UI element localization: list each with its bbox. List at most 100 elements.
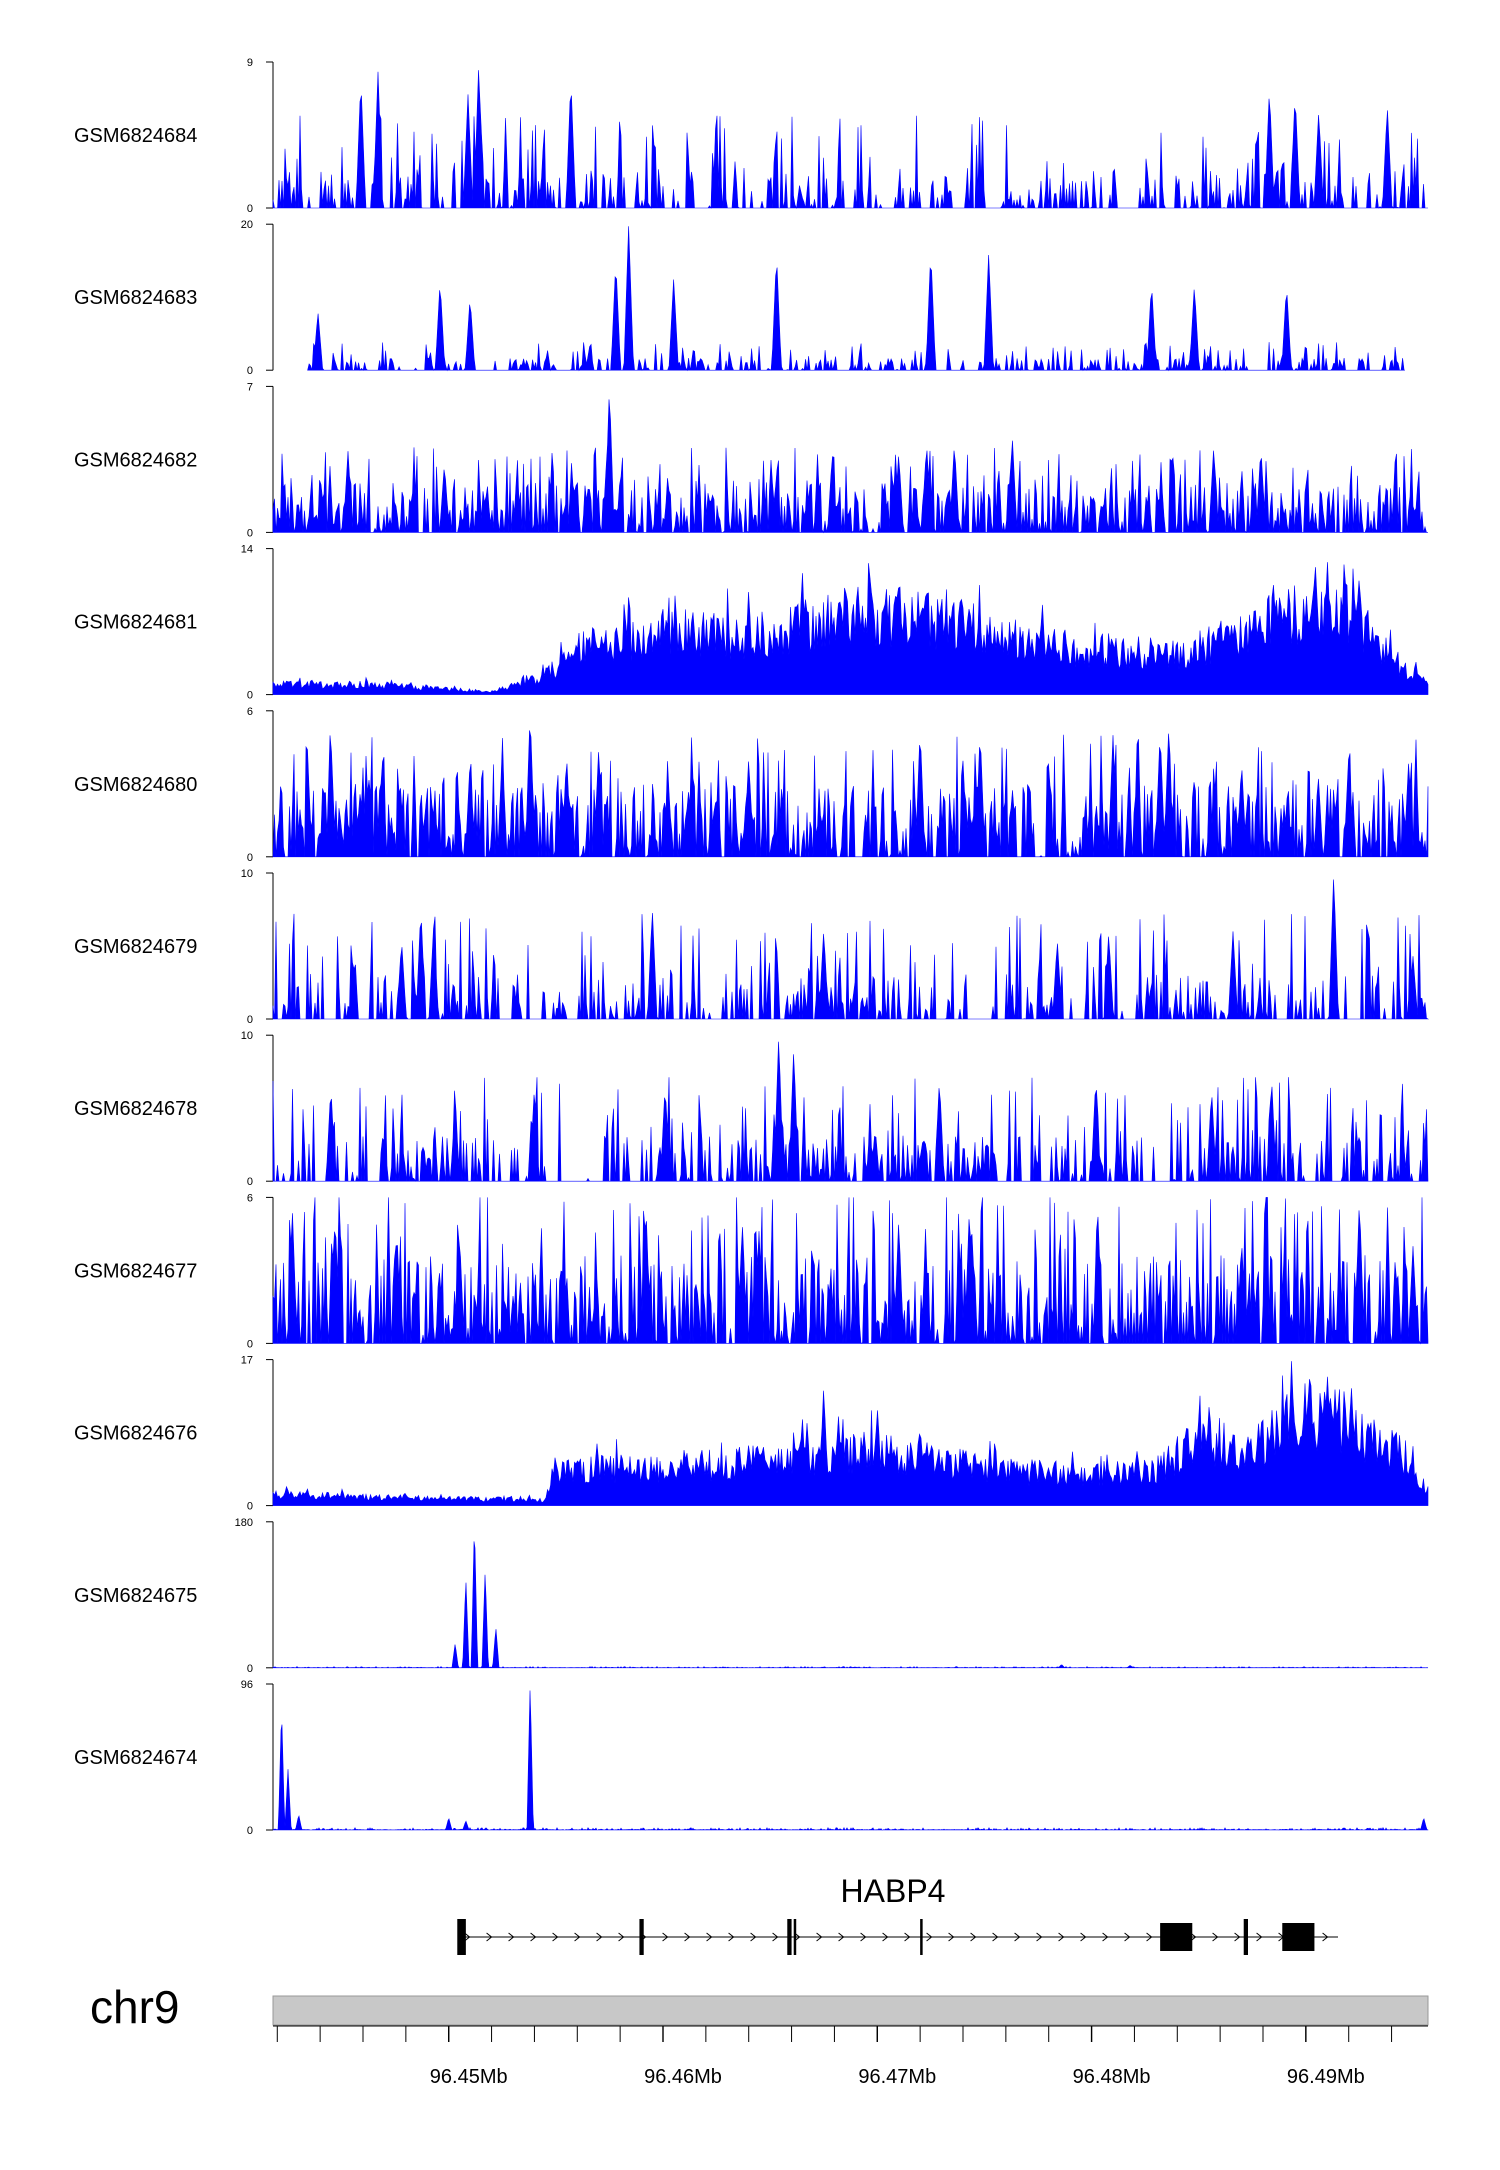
signal-area	[272, 562, 1429, 695]
exon-block	[920, 1919, 923, 1955]
track-GSM6824676: GSM6824676 17 0	[74, 1355, 1429, 1513]
track-ymin-label: 0	[247, 690, 253, 702]
strand-arrow	[552, 1932, 559, 1942]
strand-arrow	[1124, 1932, 1131, 1942]
track-name-label: GSM6824677	[74, 1260, 197, 1282]
track-name-label: GSM6824684	[74, 125, 197, 147]
track-ymax-label: 10	[241, 868, 253, 880]
strand-arrow	[838, 1932, 845, 1942]
track-GSM6824684: GSM6824684 9 0	[74, 57, 1428, 215]
strand-arrow	[970, 1932, 977, 1942]
track-GSM6824674: GSM6824674 96 0	[74, 1679, 1429, 1837]
track-name-label: GSM6824681	[74, 612, 197, 634]
track-ymin-label: 0	[247, 1825, 253, 1837]
exon-block	[457, 1919, 466, 1955]
track-GSM6824679: GSM6824679 10 0	[74, 868, 1430, 1026]
track-ymax-label: 20	[241, 219, 253, 231]
signal-area	[307, 226, 1405, 372]
strand-arrow	[1036, 1932, 1043, 1942]
track-name-label: GSM6824678	[74, 1098, 197, 1120]
track-ymin-label: 0	[247, 1501, 253, 1513]
strand-arrow	[1058, 1932, 1065, 1942]
axis-tick-label: 96.47Mb	[858, 2066, 936, 2088]
chromosome-band	[272, 1995, 1429, 2026]
strand-arrow	[508, 1932, 515, 1942]
exon-block	[1243, 1919, 1248, 1955]
signal-area	[272, 1041, 1429, 1182]
exon-block	[1282, 1923, 1315, 1951]
track-ymax-label: 17	[241, 1355, 253, 1367]
track-name-label: GSM6824679	[74, 936, 197, 958]
chromosome-label: chr9	[90, 1981, 179, 2033]
strand-arrow	[1102, 1932, 1109, 1942]
track-GSM6824680: GSM6824680 6 0	[74, 706, 1429, 864]
exon-block	[1160, 1923, 1193, 1951]
strand-arrow	[596, 1932, 603, 1942]
signal-area	[272, 1690, 1429, 1831]
exon-block	[639, 1919, 644, 1955]
strand-arrow	[618, 1932, 625, 1942]
strand-arrow	[926, 1932, 933, 1942]
track-ymin-label: 0	[247, 1663, 253, 1675]
strand-arrow	[1212, 1932, 1219, 1942]
track-ymin-label: 0	[247, 1338, 253, 1350]
strand-arrow	[794, 1932, 801, 1942]
track-ymin-label: 0	[247, 365, 253, 377]
axis-tick-label: 96.45Mb	[430, 2066, 508, 2088]
strand-arrow	[992, 1932, 999, 1942]
track-ymax-label: 180	[235, 1517, 253, 1529]
track-name-label: GSM6824680	[74, 774, 197, 796]
signal-area	[272, 730, 1429, 858]
strand-arrow	[1322, 1932, 1329, 1942]
axis-tick-label: 96.46Mb	[644, 2066, 722, 2088]
strand-arrow	[772, 1932, 779, 1942]
track-ymax-label: 6	[247, 1192, 253, 1204]
track-ymax-label: 96	[241, 1679, 253, 1691]
track-ymin-label: 0	[247, 1176, 253, 1188]
signal-area	[272, 879, 1430, 1020]
strand-arrow	[948, 1932, 955, 1942]
track-GSM6824681: GSM6824681 14 0	[74, 544, 1429, 702]
strand-arrow	[1256, 1932, 1263, 1942]
signal-area	[272, 70, 1428, 210]
strand-arrow	[662, 1932, 669, 1942]
gene-name-label: HABP4	[841, 1873, 946, 1909]
chromosome-ideogram: chr9	[90, 1981, 1429, 2033]
exon-block	[793, 1919, 797, 1955]
strand-arrow	[1080, 1932, 1087, 1942]
strand-arrow	[1014, 1932, 1021, 1942]
strand-arrow	[706, 1932, 713, 1942]
track-ymin-label: 0	[247, 203, 253, 215]
strand-arrow	[684, 1932, 691, 1942]
strand-arrow	[904, 1932, 911, 1942]
signal-area	[272, 399, 1428, 534]
track-GSM6824683: GSM6824683 20 0	[74, 219, 1405, 377]
strand-arrow	[882, 1932, 889, 1942]
track-GSM6824675: GSM6824675 180 0	[74, 1517, 1429, 1675]
track-name-label: GSM6824676	[74, 1423, 197, 1445]
strand-arrow	[728, 1932, 735, 1942]
track-GSM6824678: GSM6824678 10 0	[74, 1030, 1429, 1188]
track-ymin-label: 0	[247, 527, 253, 539]
strand-arrow	[750, 1932, 757, 1942]
track-ymin-label: 0	[247, 852, 253, 864]
strand-arrow	[574, 1932, 581, 1942]
track-name-label: GSM6824682	[74, 449, 197, 471]
signal-area	[272, 1361, 1429, 1506]
track-name-label: GSM6824674	[74, 1747, 197, 1769]
track-ymax-label: 6	[247, 706, 253, 718]
track-ymin-label: 0	[247, 1014, 253, 1026]
strand-arrow	[530, 1932, 537, 1942]
track-name-label: GSM6824675	[74, 1585, 197, 1607]
track-ymax-label: 7	[247, 381, 253, 393]
strand-arrow	[464, 1932, 471, 1942]
track-ymax-label: 9	[247, 57, 253, 69]
signal-tracks: GSM682468490GSM6824683200GSM682468270GSM…	[74, 57, 1430, 1837]
track-ymax-label: 10	[241, 1030, 253, 1042]
track-name-label: GSM6824683	[74, 287, 197, 309]
strand-arrow	[1234, 1932, 1241, 1942]
gene-track: HABP4	[457, 1873, 1338, 1955]
strand-arrow	[1146, 1932, 1153, 1942]
signal-area	[272, 1197, 1429, 1345]
